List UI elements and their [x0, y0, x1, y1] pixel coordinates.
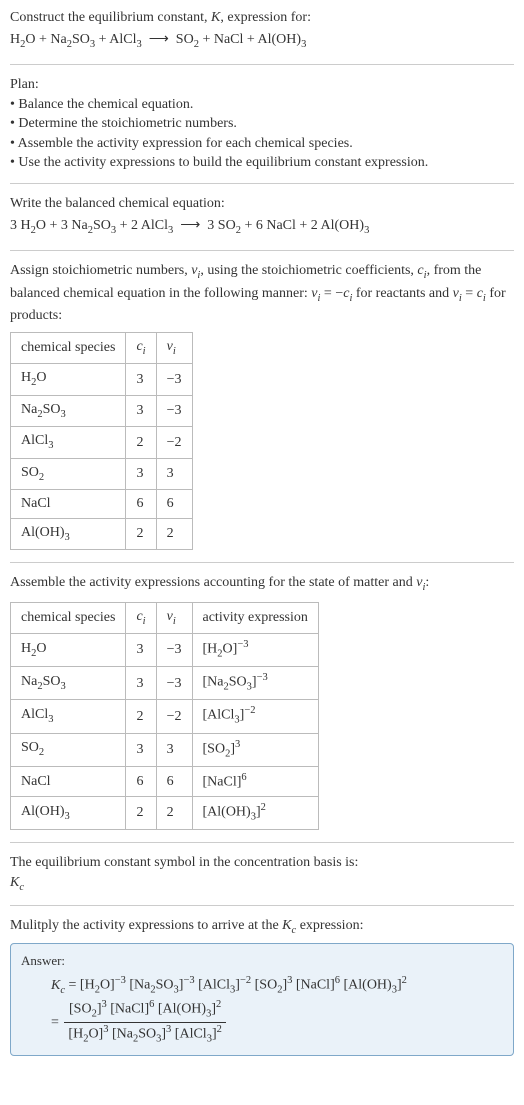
fraction-denominator: [H2O]3 [Na2SO3]3 [AlCl3]2	[64, 1023, 225, 1047]
multiply-section: Mulitply the activity expressions to arr…	[10, 916, 514, 1056]
table-row: Na2SO33−3	[11, 395, 193, 426]
table-header: chemical species	[11, 332, 126, 363]
table-cell: NaCl	[11, 490, 126, 519]
balanced-equation: 3 H2O + 3 Na2SO3 + 2 AlCl3 ⟶ 3 SO2 + 6 N…	[10, 216, 514, 238]
table-header: ci	[126, 602, 156, 633]
unbalanced-equation: H2O + Na2SO3 + AlCl3 ⟶ SO2 + NaCl + Al(O…	[10, 30, 514, 52]
fraction-numerator: [SO2]3 [NaCl]6 [Al(OH)3]2	[64, 998, 225, 1023]
table-cell: 2	[156, 796, 192, 829]
stoich-table: chemical speciesciνi H2O3−3Na2SO33−3AlCl…	[10, 332, 193, 551]
answer-line1: Kc = [H2O]−3 [Na2SO3]−3 [AlCl3]−2 [SO2]3…	[21, 974, 503, 998]
stoich-section: Assign stoichiometric numbers, νi, using…	[10, 261, 514, 563]
table-row: AlCl32−2[AlCl3]−2	[11, 700, 319, 733]
table-cell: 6	[156, 490, 192, 519]
table-header: activity expression	[192, 602, 318, 633]
table-cell: 2	[126, 700, 156, 733]
table-cell: 3	[126, 364, 156, 395]
table-row: SO233[SO2]3	[11, 733, 319, 766]
activity-section: Assemble the activity expressions accoun…	[10, 573, 514, 843]
answer-box: Answer: Kc = [H2O]−3 [Na2SO3]−3 [AlCl3]−…	[10, 943, 514, 1057]
plan-bullet: • Assemble the activity expression for e…	[10, 134, 514, 154]
table-cell: 3	[126, 458, 156, 489]
table-cell: 6	[156, 766, 192, 796]
table-cell: H2O	[11, 364, 126, 395]
table-cell: 2	[126, 796, 156, 829]
kc-symbol-label: The equilibrium constant symbol in the c…	[10, 853, 514, 873]
plan-section: Plan: • Balance the chemical equation. •…	[10, 75, 514, 184]
balanced-section: Write the balanced chemical equation: 3 …	[10, 194, 514, 251]
equals-text: =	[51, 1015, 62, 1030]
table-cell: 3	[126, 634, 156, 667]
table-cell: 2	[126, 518, 156, 549]
stoich-text: Assign stoichiometric numbers, νi, using…	[10, 261, 514, 326]
prompt-section: Construct the equilibrium constant, K, e…	[10, 8, 514, 65]
table-row: NaCl66	[11, 490, 193, 519]
table-row: NaCl66[NaCl]6	[11, 766, 319, 796]
answer-fraction: [SO2]3 [NaCl]6 [Al(OH)3]2 [H2O]3 [Na2SO3…	[64, 998, 225, 1047]
balanced-label: Write the balanced chemical equation:	[10, 194, 514, 214]
answer-line2: = [SO2]3 [NaCl]6 [Al(OH)3]2 [H2O]3 [Na2S…	[21, 998, 503, 1047]
table-row: H2O3−3[H2O]−3	[11, 634, 319, 667]
table-cell: AlCl3	[11, 427, 126, 458]
table-cell: [AlCl3]−2	[192, 700, 318, 733]
table-cell: 3	[126, 395, 156, 426]
table-header: νi	[156, 332, 192, 363]
table-row: AlCl32−2	[11, 427, 193, 458]
table-cell: −3	[156, 395, 192, 426]
activity-text: Assemble the activity expressions accoun…	[10, 573, 514, 595]
table-cell: Na2SO3	[11, 667, 126, 700]
table-row: Na2SO33−3[Na2SO3]−3	[11, 667, 319, 700]
table-cell: Na2SO3	[11, 395, 126, 426]
plan-bullet: • Determine the stoichiometric numbers.	[10, 114, 514, 134]
table-cell: −3	[156, 364, 192, 395]
table-row: Al(OH)322[Al(OH)3]2	[11, 796, 319, 829]
table-cell: −3	[156, 634, 192, 667]
table-cell: [H2O]−3	[192, 634, 318, 667]
table-cell: [NaCl]6	[192, 766, 318, 796]
answer-label: Answer:	[21, 952, 503, 970]
table-cell: SO2	[11, 733, 126, 766]
table-cell: H2O	[11, 634, 126, 667]
table-header: ci	[126, 332, 156, 363]
prompt-line1: Construct the equilibrium constant, K, e…	[10, 8, 514, 28]
multiply-text: Mulitply the activity expressions to arr…	[10, 916, 514, 938]
table-cell: 6	[126, 490, 156, 519]
table-cell: [Al(OH)3]2	[192, 796, 318, 829]
table-cell: −2	[156, 427, 192, 458]
table-header: νi	[156, 602, 192, 633]
table-cell: 3	[126, 667, 156, 700]
plan-bullet: • Use the activity expressions to build …	[10, 153, 514, 173]
table-cell: 3	[156, 458, 192, 489]
kc-symbol-section: The equilibrium constant symbol in the c…	[10, 853, 514, 906]
table-cell: 3	[156, 733, 192, 766]
table-cell: 2	[156, 518, 192, 549]
table-cell: 2	[126, 427, 156, 458]
table-cell: Al(OH)3	[11, 518, 126, 549]
table-cell: AlCl3	[11, 700, 126, 733]
table-cell: Al(OH)3	[11, 796, 126, 829]
table-cell: [SO2]3	[192, 733, 318, 766]
plan-title: Plan:	[10, 75, 514, 95]
table-row: H2O3−3	[11, 364, 193, 395]
table-cell: SO2	[11, 458, 126, 489]
table-row: Al(OH)322	[11, 518, 193, 549]
activity-table: chemical speciesciνiactivity expression …	[10, 602, 319, 830]
table-cell: 3	[126, 733, 156, 766]
table-header: chemical species	[11, 602, 126, 633]
plan-bullet: • Balance the chemical equation.	[10, 95, 514, 115]
table-cell: [Na2SO3]−3	[192, 667, 318, 700]
kc-symbol: Kc	[10, 873, 514, 895]
table-cell: −2	[156, 700, 192, 733]
table-cell: NaCl	[11, 766, 126, 796]
table-cell: 6	[126, 766, 156, 796]
table-row: SO233	[11, 458, 193, 489]
table-cell: −3	[156, 667, 192, 700]
